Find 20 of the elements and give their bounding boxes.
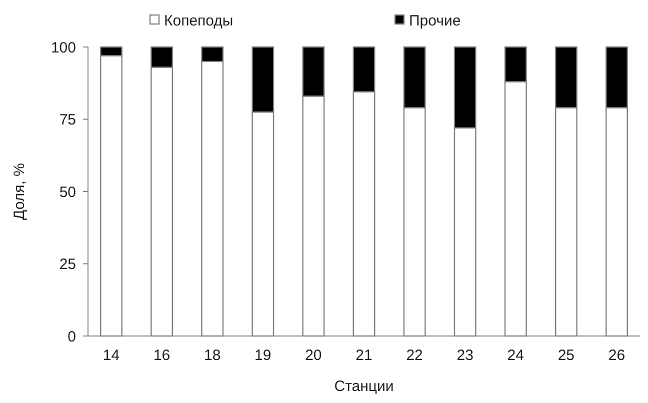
x-tick-label: 23	[456, 347, 474, 364]
x-tick-label: 26	[608, 347, 626, 364]
x-tick-label: 24	[507, 347, 524, 364]
x-tick-label: 22	[406, 347, 423, 364]
x-axis-title: Станции	[334, 378, 394, 395]
x-tick-label: 19	[254, 347, 272, 364]
x-tick-label: 20	[305, 347, 322, 364]
y-tick-label: 25	[59, 256, 76, 273]
x-tick-label: 21	[356, 347, 372, 364]
y-tick-label: 50	[59, 184, 76, 201]
x-tick-label: 16	[153, 347, 170, 364]
y-axis-title: Доля, %	[11, 163, 28, 220]
y-tick-label: 75	[59, 112, 76, 128]
x-tick-label: 14	[102, 347, 120, 364]
legend-label: Прочие	[409, 12, 461, 30]
legend-label: Копеподы	[164, 12, 234, 30]
x-tick-label: 25	[558, 347, 575, 364]
y-tick-label: 100	[50, 39, 76, 56]
x-tick-label: 18	[204, 347, 221, 364]
y-tick-label: 0	[68, 328, 76, 346]
